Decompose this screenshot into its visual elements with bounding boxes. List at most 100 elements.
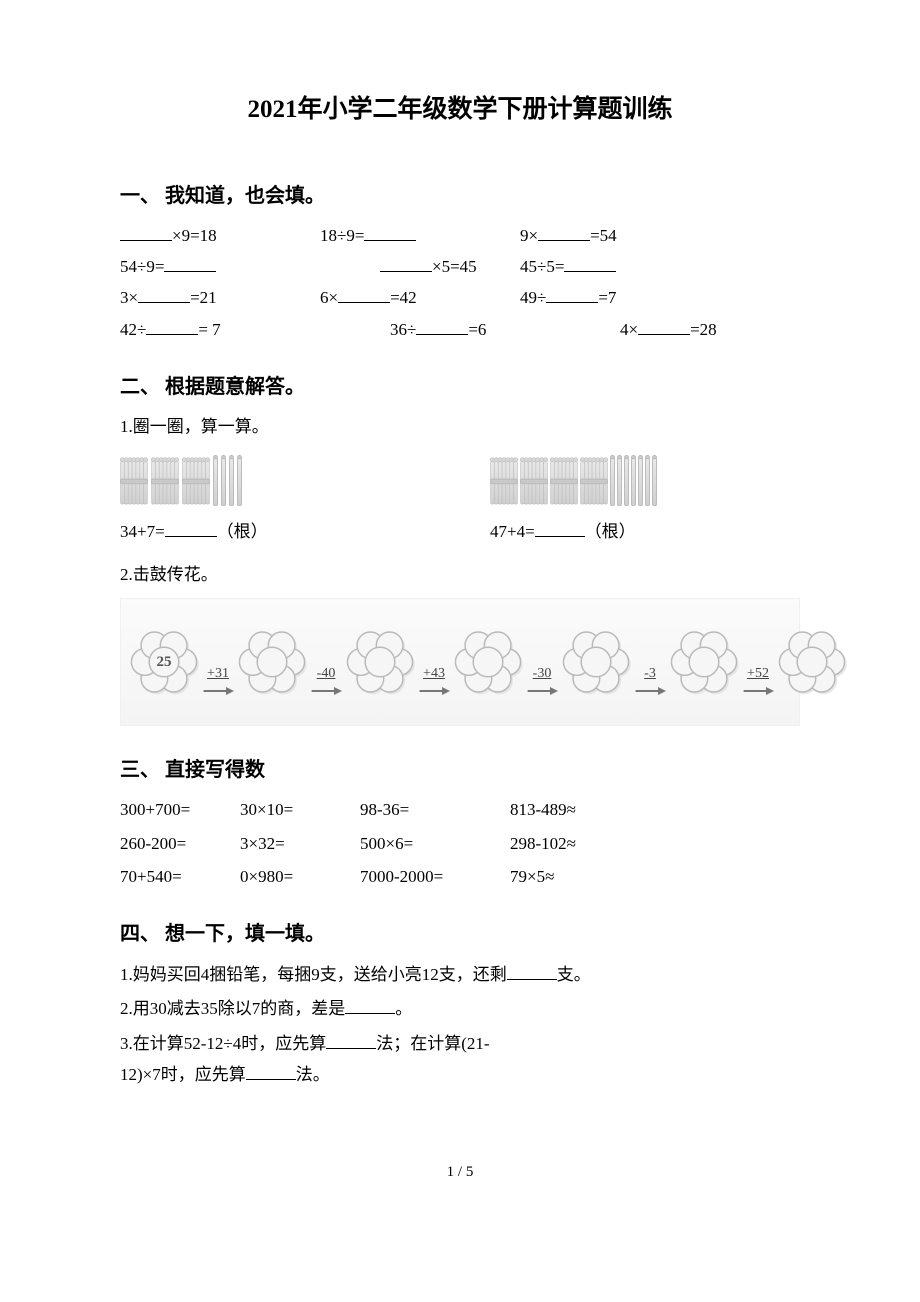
blank-field[interactable] <box>364 223 416 241</box>
blank-field[interactable] <box>138 286 190 304</box>
arrow-op-label: -40 <box>317 663 336 685</box>
eq-text: =54 <box>590 226 617 245</box>
eq-text: 9× <box>520 226 538 245</box>
section1-heading: 一、 我知道，也会填。 <box>120 180 800 212</box>
blank-field[interactable] <box>146 317 198 335</box>
stick-icon <box>631 455 636 506</box>
q-text: 法；在计算(21- <box>376 1034 489 1053</box>
bundle-group-left <box>120 448 430 506</box>
blank-field[interactable] <box>416 317 468 335</box>
eq-text: 34+7= <box>120 522 165 541</box>
arrow-op: -40 <box>309 663 343 697</box>
blank-field[interactable] <box>380 254 432 272</box>
q-text: 法。 <box>296 1065 330 1084</box>
bundle-icon <box>120 456 148 506</box>
eq-text: ×5=45 <box>432 257 477 276</box>
eq-cell: 9× =54 <box>520 222 720 249</box>
eq-cell: 3× =21 <box>120 284 320 311</box>
eq-cell: 45÷5= <box>520 253 720 280</box>
q-text: 2.用30减去35除以7的商，差是 <box>120 999 345 1018</box>
flower-node <box>559 625 633 699</box>
eq-text: 6× <box>320 288 338 307</box>
flower-value: 25 <box>157 650 172 674</box>
q-text: 12)×7时，应先算 <box>120 1065 246 1084</box>
eq-text: 3× <box>120 288 138 307</box>
eq-cell: 4×=28 <box>520 316 720 343</box>
stick-icon <box>221 455 226 506</box>
stick-icon <box>652 455 657 506</box>
eq-right: 47+4= （根） <box>490 518 800 545</box>
eq-cell: 42÷= 7 <box>120 316 320 343</box>
eq-row: 54÷9= ×5=45 45÷5= <box>120 253 800 280</box>
arrow-op-label: -3 <box>644 663 656 685</box>
bundle-icon <box>550 456 578 506</box>
eq-text: 47+4= <box>490 522 535 541</box>
eq-cell: 36÷=6 <box>320 316 520 343</box>
blank-field[interactable] <box>165 519 217 537</box>
blank-field[interactable] <box>538 223 590 241</box>
eq-text: 54÷9= <box>120 257 164 276</box>
blank-field[interactable] <box>338 286 390 304</box>
calc-cell: 79×5≈ <box>510 863 650 890</box>
arrow-op-label: +43 <box>423 663 445 685</box>
blank-field[interactable] <box>345 997 395 1015</box>
eq-cell: ×5=45 <box>320 253 520 280</box>
blank-field[interactable] <box>246 1062 296 1080</box>
eq-cell: 18÷9= <box>320 222 520 249</box>
eq-text: （根） <box>585 522 636 541</box>
stick-icon <box>229 455 234 506</box>
eq-row: ×9=18 18÷9= 9× =54 <box>120 222 800 249</box>
blank-field[interactable] <box>535 519 585 537</box>
section2-item2-label: 2.击鼓传花。 <box>120 561 800 588</box>
blank-field[interactable] <box>546 286 598 304</box>
eq-text: 42÷ <box>120 320 146 339</box>
bundle-icon <box>520 456 548 506</box>
stick-icon <box>213 455 218 506</box>
flower-node <box>343 625 417 699</box>
calc-cell: 70+540= <box>120 863 230 890</box>
fig-left: 34+7=（根） <box>120 448 430 545</box>
blank-field[interactable] <box>120 223 172 241</box>
arrow-op-label: +31 <box>207 663 229 685</box>
eq-cell: 6× =42 <box>320 284 520 311</box>
arrow-op: +43 <box>417 663 451 697</box>
eq-cell: ×9=18 <box>120 222 320 249</box>
stick-icon <box>610 455 615 506</box>
stick-icon <box>624 455 629 506</box>
fig-right: 47+4= （根） <box>490 448 800 545</box>
word-q2: 2.用30减去35除以7的商，差是。 <box>120 994 800 1025</box>
eq-text: 49÷ <box>520 288 546 307</box>
calc-cell: 500×6= <box>360 830 500 857</box>
eq-cell: 49÷=7 <box>520 284 720 311</box>
stick-icon <box>638 455 643 506</box>
q-text: 3.在计算52-12÷4时，应先算 <box>120 1034 326 1053</box>
blank-field[interactable] <box>638 317 690 335</box>
blank-field[interactable] <box>326 1031 376 1049</box>
calc-cell: 98-36= <box>360 796 500 823</box>
arrow-op: -3 <box>633 663 667 697</box>
stick-icon <box>237 455 242 506</box>
bundle-icon <box>182 456 210 506</box>
blank-field[interactable] <box>564 254 616 272</box>
eq-left: 34+7=（根） <box>120 518 430 545</box>
fig-row: 34+7= （根） <box>120 448 800 545</box>
q-text: 支。 <box>557 965 591 984</box>
blank-field[interactable] <box>507 962 557 980</box>
calc-cell: 3×32= <box>240 830 350 857</box>
eq-cell: 54÷9= <box>120 253 320 280</box>
calc-grid: 300+700=30×10=98-36=813-489≈260-200=3×32… <box>120 796 800 890</box>
page-footer: 1 / 5 <box>120 1160 800 1184</box>
bundle-icon <box>151 456 179 506</box>
eq-text: =21 <box>190 288 217 307</box>
page-title: 2021年小学二年级数学下册计算题训练 <box>120 90 800 130</box>
eq-text: =42 <box>390 288 417 307</box>
section2-heading: 二、 根据题意解答。 <box>120 371 800 403</box>
arrow-op-label: +52 <box>747 663 769 685</box>
stick-icon <box>617 455 622 506</box>
calc-cell: 813-489≈ <box>510 796 650 823</box>
calc-cell: 0×980= <box>240 863 350 890</box>
arrow-op: +31 <box>201 663 235 697</box>
flower-node <box>235 625 309 699</box>
arrow-op-label: -30 <box>533 663 552 685</box>
blank-field[interactable] <box>164 254 216 272</box>
